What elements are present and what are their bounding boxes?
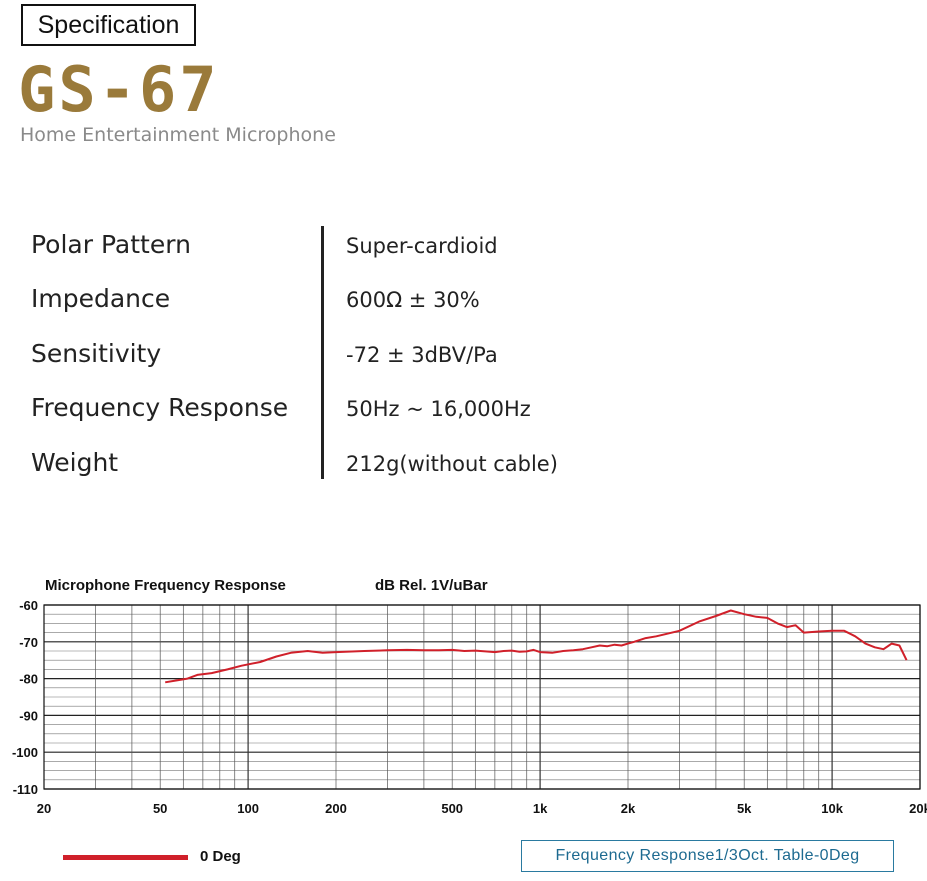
y-tick-label: -90 [19, 708, 38, 723]
spec-label-weight: Weight [31, 448, 119, 477]
x-tick-label: 500 [441, 801, 463, 816]
y-tick-label: -60 [19, 598, 38, 613]
product-subtitle: Home Entertainment Microphone [20, 124, 336, 146]
spec-divider [321, 226, 324, 479]
frequency-response-chart: -60 -70 -80 -90 -100 -110 20 50 100 200 500 1k 2k 5k 1… [12, 598, 927, 816]
x-tick-label: 20 [37, 801, 51, 816]
x-tick-label: 1k [533, 801, 548, 816]
chart-y-unit: dB Rel. 1V/uBar [375, 577, 488, 594]
x-tick-label: 50 [153, 801, 167, 816]
x-tick-label: 5k [737, 801, 752, 816]
chart-title: Microphone Frequency Response [45, 577, 286, 594]
spec-label-impedance: Impedance [31, 284, 171, 313]
y-tick-label: -100 [12, 745, 38, 760]
x-tick-label: 2k [621, 801, 636, 816]
spec-value-weight: 212g(without cable) [346, 452, 558, 476]
legend-swatch-0-deg [63, 855, 188, 860]
spec-value-frequency-response: 50Hz ~ 16,000Hz [346, 397, 531, 421]
table-note: Frequency Response1/3Oct. Table-0Deg [521, 840, 894, 872]
x-tick-label: 10k [821, 801, 843, 816]
spec-value-sensitivity: -72 ± 3dBV/Pa [346, 343, 498, 367]
x-tick-label: 100 [237, 801, 259, 816]
plot-frame [43, 604, 921, 790]
legend-label-0-deg: 0 Deg [200, 848, 241, 865]
y-tick-label: -110 [13, 782, 38, 797]
specification-tag: Specification [21, 4, 196, 46]
x-tick-label: 200 [325, 801, 347, 816]
spec-label-polar-pattern: Polar Pattern [31, 230, 191, 259]
y-tick-label: -80 [19, 672, 38, 687]
x-tick-label: 20k [909, 801, 927, 816]
spec-value-impedance: 600Ω ± 30% [346, 288, 480, 312]
spec-label-frequency-response: Frequency Response [31, 393, 289, 422]
model-name: GS-67 [18, 53, 220, 126]
spec-value-polar-pattern: Super-cardioid [346, 234, 498, 258]
y-tick-label: -70 [19, 635, 38, 650]
series-line-0-deg [165, 609, 908, 684]
spec-label-sensitivity: Sensitivity [31, 339, 162, 368]
